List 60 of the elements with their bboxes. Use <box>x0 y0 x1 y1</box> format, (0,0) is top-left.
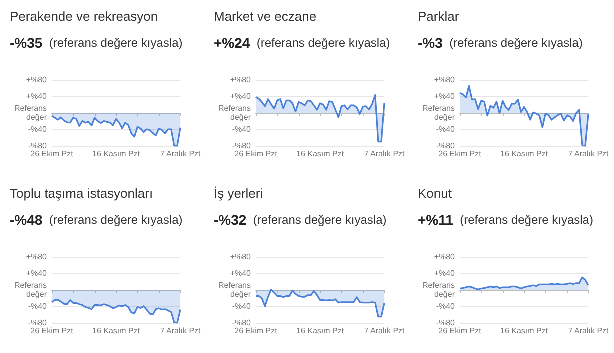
y-tick-label: Referans değer <box>14 280 48 298</box>
y-tick-label: +%40 <box>434 268 456 278</box>
x-tick-label: 26 Ekim Pzt <box>30 150 74 158</box>
x-tick-label: 7 Aralık Pzt <box>160 326 202 335</box>
x-tick-label: 26 Ekim Pzt <box>30 326 74 335</box>
x-tick-label: 7 Aralık Pzt <box>568 150 610 158</box>
y-tick-label: +%40 <box>230 92 252 101</box>
y-tick-label: -%40 <box>28 125 48 134</box>
chart-title: Perakende ve rekreasyon <box>10 9 158 24</box>
chart-title: Market ve eczane <box>214 9 317 24</box>
x-tick-label: 16 Kasım Pzt <box>92 150 141 158</box>
chart-title: İş yerleri <box>214 186 264 200</box>
y-tick-label: Referans değer <box>218 104 252 122</box>
y-tick-label: -%80 <box>232 142 252 150</box>
y-tick-label: +%80 <box>434 252 456 261</box>
y-tick-label: +%80 <box>230 252 252 261</box>
x-tick-label: 26 Ekim Pzt <box>438 326 482 335</box>
y-tick-label: -%40 <box>232 302 252 310</box>
chart-subtitle: -%3 (referans değere kıyasla) <box>418 35 583 51</box>
y-tick-label: Referans değer <box>14 104 48 122</box>
y-tick-label: +%80 <box>434 76 456 84</box>
y-tick-label: +%40 <box>434 92 456 101</box>
y-tick-label: -%80 <box>436 142 456 150</box>
x-tick-label: 26 Ekim Pzt <box>234 150 278 158</box>
y-tick-label: -%40 <box>28 302 48 310</box>
x-tick-label: 16 Kasım Pzt <box>500 326 549 335</box>
x-tick-label: 26 Ekim Pzt <box>438 150 482 158</box>
y-tick-label: -%40 <box>436 125 456 134</box>
chart-subtitle: -%32 (referans değere kıyasla) <box>214 212 387 228</box>
y-tick-label: Referans değer <box>218 280 252 298</box>
y-tick-label: -%80 <box>28 142 48 150</box>
y-tick-label: +%40 <box>26 268 48 278</box>
x-tick-label: 7 Aralık Pzt <box>160 150 202 158</box>
chart-subtitle: +%24 (referans değere kıyasla) <box>214 35 390 51</box>
chart-title: Konut <box>418 186 452 200</box>
x-tick-label: 7 Aralık Pzt <box>364 326 406 335</box>
y-tick-label: -%40 <box>232 125 252 134</box>
chart-subtitle: -%48 (referans değere kıyasla) <box>10 212 183 228</box>
y-tick-label: -%80 <box>436 318 456 327</box>
x-tick-label: 7 Aralık Pzt <box>364 150 406 158</box>
chart-subtitle: +%11 (referans değere kıyasla) <box>418 212 594 228</box>
y-tick-label: -%80 <box>232 318 252 327</box>
y-tick-label: Referans değer <box>422 280 456 298</box>
y-tick-label: -%40 <box>436 302 456 310</box>
y-tick-label: -%80 <box>28 318 48 327</box>
y-tick-label: +%80 <box>230 76 252 84</box>
x-tick-label: 16 Kasım Pzt <box>500 150 549 158</box>
x-tick-label: 26 Ekim Pzt <box>234 326 278 335</box>
x-tick-label: 16 Kasım Pzt <box>92 326 141 335</box>
x-tick-label: 16 Kasım Pzt <box>296 326 345 335</box>
x-tick-label: 7 Aralık Pzt <box>568 326 610 335</box>
chart-subtitle: -%35 (referans değere kıyasla) <box>10 35 183 51</box>
x-tick-label: 16 Kasım Pzt <box>296 150 345 158</box>
y-tick-label: +%40 <box>26 92 48 101</box>
y-tick-label: Referans değer <box>422 104 456 122</box>
y-tick-label: +%80 <box>26 252 48 261</box>
chart-title: Toplu taşıma istasyonları <box>10 186 154 200</box>
chart-title: Parklar <box>418 9 460 24</box>
y-tick-label: +%80 <box>26 76 48 84</box>
y-tick-label: +%40 <box>230 268 252 278</box>
